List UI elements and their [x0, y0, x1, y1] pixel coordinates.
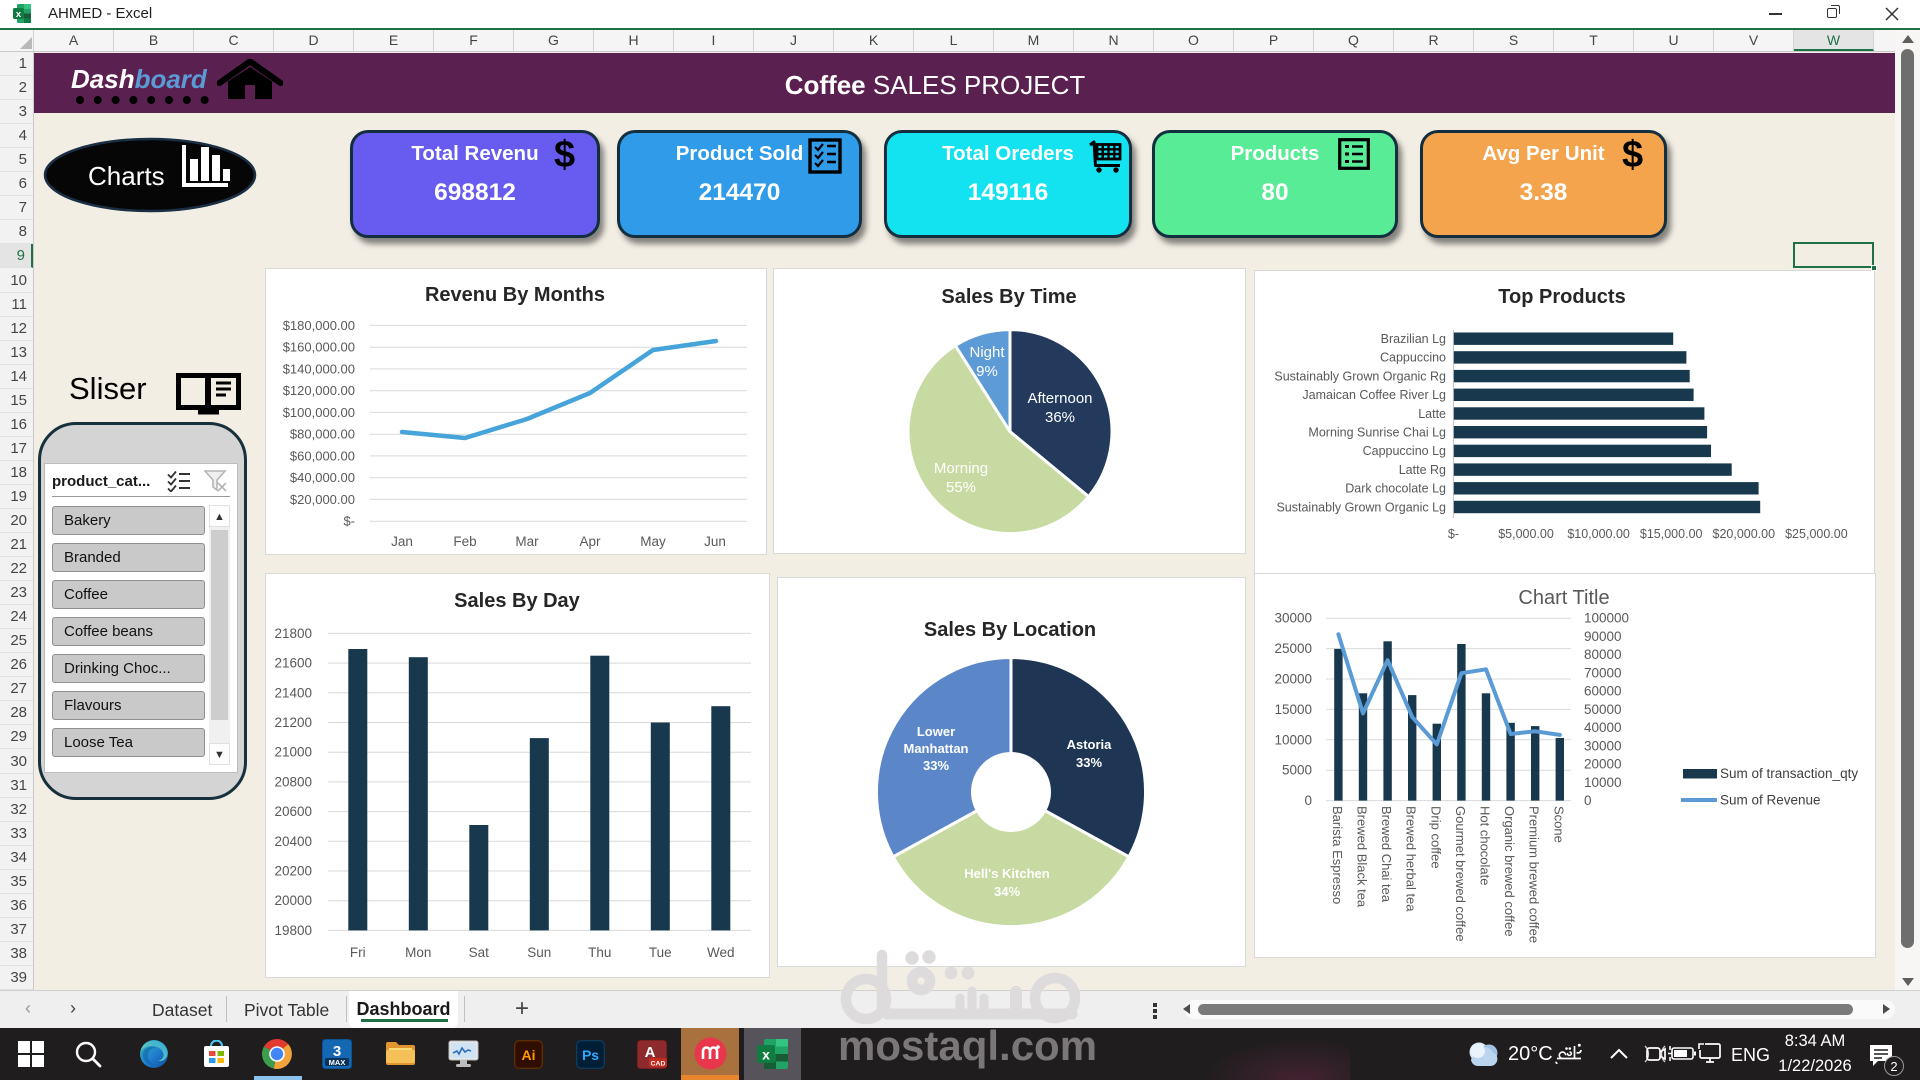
- svg-text:Charts: Charts: [88, 161, 165, 191]
- svg-text:$180,000.00: $180,000.00: [283, 318, 355, 333]
- svg-text:21000: 21000: [274, 745, 312, 760]
- svg-text:20800: 20800: [274, 774, 312, 789]
- svg-text:0: 0: [1584, 793, 1592, 808]
- svg-text:$25,000.00: $25,000.00: [1785, 527, 1848, 541]
- svg-text:36%: 36%: [1045, 409, 1075, 426]
- svg-text:$20,000.00: $20,000.00: [1713, 527, 1776, 541]
- svg-text:$20,000.00: $20,000.00: [290, 492, 355, 507]
- svg-text:Lower: Lower: [917, 724, 955, 739]
- svg-text:Sun: Sun: [527, 945, 551, 960]
- svg-text:MAX: MAX: [329, 1058, 346, 1067]
- svg-text:25000: 25000: [1274, 641, 1312, 656]
- svg-text:10000: 10000: [1584, 775, 1622, 790]
- svg-text:Jun: Jun: [704, 534, 726, 549]
- svg-text:$10,000.00: $10,000.00: [1567, 527, 1630, 541]
- svg-text:Sat: Sat: [469, 945, 490, 960]
- svg-text:Ai: Ai: [522, 1047, 536, 1063]
- svg-text:55%: 55%: [946, 479, 976, 496]
- svg-text:70000: 70000: [1584, 666, 1622, 681]
- svg-text:Ps: Ps: [582, 1047, 599, 1063]
- svg-text:30000: 30000: [1584, 738, 1622, 753]
- svg-text:Apr: Apr: [579, 534, 601, 549]
- svg-text:21400: 21400: [274, 685, 312, 700]
- svg-text:15000: 15000: [1274, 702, 1312, 717]
- svg-text:Latte Rg: Latte Rg: [1399, 463, 1446, 477]
- svg-text:Cappuccino Lg: Cappuccino Lg: [1363, 444, 1446, 458]
- svg-text:May: May: [640, 534, 666, 549]
- svg-text:$100,000.00: $100,000.00: [283, 405, 355, 420]
- svg-text:50000: 50000: [1584, 702, 1622, 717]
- svg-text:Sales By Location: Sales By Location: [924, 619, 1096, 641]
- svg-text:Wed: Wed: [707, 945, 735, 960]
- svg-text:Mon: Mon: [405, 945, 431, 960]
- svg-text:Morning Sunrise Chai Lg: Morning Sunrise Chai Lg: [1308, 426, 1446, 440]
- svg-text:Sales By Time: Sales By Time: [941, 286, 1076, 308]
- svg-text:0: 0: [1304, 793, 1312, 808]
- svg-text:5000: 5000: [1282, 763, 1312, 778]
- svg-text:21200: 21200: [274, 715, 312, 730]
- svg-text:$160,000.00: $160,000.00: [283, 340, 355, 355]
- svg-text:$-: $-: [343, 514, 355, 529]
- svg-text:100000: 100000: [1584, 611, 1629, 626]
- svg-text:Night: Night: [969, 344, 1005, 361]
- svg-text:40000: 40000: [1584, 720, 1622, 735]
- svg-text:CAD: CAD: [651, 1060, 666, 1067]
- svg-text:3: 3: [333, 1043, 341, 1060]
- svg-text:90000: 90000: [1584, 629, 1622, 644]
- svg-text:Jan: Jan: [391, 534, 413, 549]
- svg-text:21800: 21800: [274, 626, 312, 641]
- svg-text:20600: 20600: [274, 804, 312, 819]
- svg-text:80000: 80000: [1584, 647, 1622, 662]
- svg-text:33%: 33%: [923, 758, 949, 773]
- svg-text:A: A: [645, 1044, 656, 1061]
- svg-text:19800: 19800: [274, 923, 312, 938]
- svg-text:x: x: [762, 1047, 770, 1063]
- svg-text:20000: 20000: [274, 893, 312, 908]
- svg-text:Thu: Thu: [588, 945, 611, 960]
- svg-text:Hell's Kitchen: Hell's Kitchen: [964, 866, 1050, 881]
- svg-text:20400: 20400: [274, 834, 312, 849]
- svg-text:33%: 33%: [1076, 755, 1102, 770]
- svg-text:34%: 34%: [994, 884, 1020, 899]
- svg-text:Cappuccino: Cappuccino: [1380, 351, 1446, 365]
- svg-text:Mar: Mar: [515, 534, 539, 549]
- svg-text:$140,000.00: $140,000.00: [283, 361, 355, 376]
- svg-text:20000: 20000: [1274, 672, 1312, 687]
- svg-text:x: x: [16, 9, 22, 20]
- svg-text:Brazilian Lg: Brazilian Lg: [1381, 332, 1446, 346]
- svg-text:20200: 20200: [274, 864, 312, 879]
- svg-text:Fri: Fri: [350, 945, 366, 960]
- svg-text:Morning: Morning: [934, 460, 988, 477]
- svg-text:Sum of Revenue: Sum of Revenue: [1720, 793, 1821, 808]
- svg-text:Afternoon: Afternoon: [1027, 390, 1092, 407]
- svg-text:10000: 10000: [1274, 732, 1312, 747]
- svg-text:Astoria: Astoria: [1067, 737, 1113, 752]
- svg-text:Sum of transaction_qty: Sum of transaction_qty: [1720, 766, 1858, 781]
- svg-text:$-: $-: [1448, 527, 1459, 541]
- svg-text:$5,000.00: $5,000.00: [1498, 527, 1554, 541]
- svg-text:Sales By Day: Sales By Day: [454, 590, 581, 612]
- svg-text:Dark chocolate Lg: Dark chocolate Lg: [1345, 482, 1446, 496]
- svg-text:Tue: Tue: [649, 945, 672, 960]
- svg-text:60000: 60000: [1584, 684, 1622, 699]
- svg-text:20000: 20000: [1584, 757, 1622, 772]
- svg-text:Top Products: Top Products: [1498, 286, 1625, 308]
- svg-text:Sustainably Grown Organic Lg: Sustainably Grown Organic Lg: [1276, 500, 1446, 514]
- svg-text:Jamaican Coffee River Lg: Jamaican Coffee River Lg: [1302, 388, 1446, 402]
- svg-text:$60,000.00: $60,000.00: [290, 448, 355, 463]
- svg-text:Feb: Feb: [453, 534, 476, 549]
- svg-text:9%: 9%: [976, 363, 998, 380]
- svg-text:Manhattan: Manhattan: [904, 741, 969, 756]
- svg-text:30000: 30000: [1274, 611, 1312, 626]
- svg-text:21600: 21600: [274, 656, 312, 671]
- svg-text:Revenu By Months: Revenu By Months: [425, 284, 605, 306]
- svg-text:Sustainably Grown Organic Rg: Sustainably Grown Organic Rg: [1274, 369, 1446, 383]
- svg-text:$15,000.00: $15,000.00: [1640, 527, 1703, 541]
- svg-text:$120,000.00: $120,000.00: [283, 383, 355, 398]
- svg-text:Latte: Latte: [1418, 407, 1446, 421]
- svg-text:$40,000.00: $40,000.00: [290, 470, 355, 485]
- svg-text:$80,000.00: $80,000.00: [290, 427, 355, 442]
- svg-text:Chart Title: Chart Title: [1518, 587, 1609, 609]
